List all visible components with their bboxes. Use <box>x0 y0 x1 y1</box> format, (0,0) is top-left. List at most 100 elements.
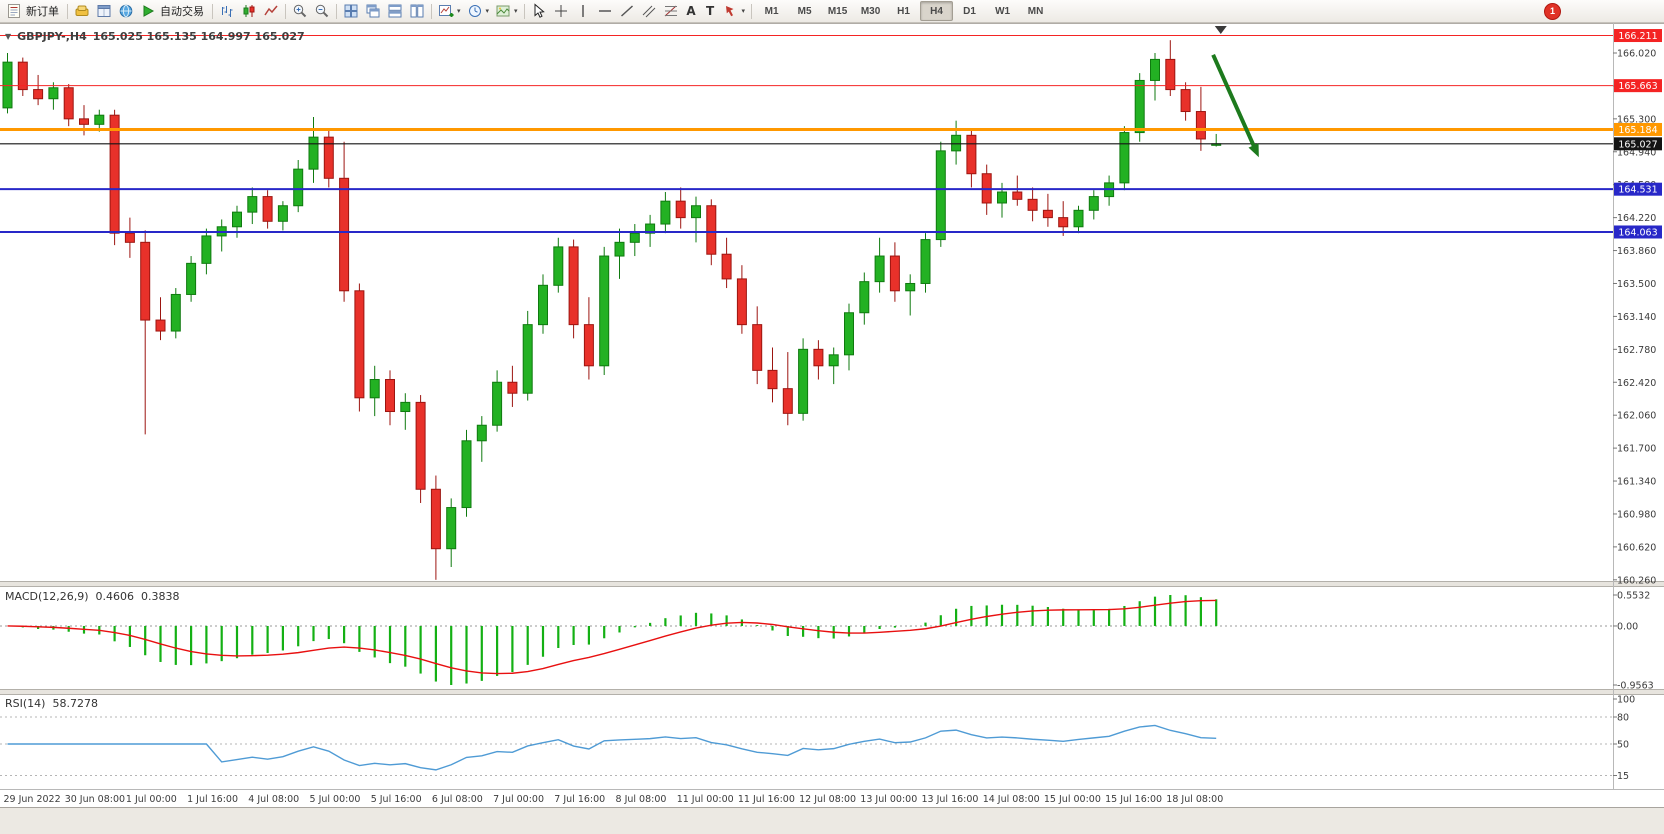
cascade-windows-icon <box>366 4 380 18</box>
line-chart-button[interactable] <box>260 0 282 22</box>
timeframe-m1[interactable]: M1 <box>764 5 779 17</box>
arrow-shape-icon <box>725 6 734 17</box>
svg-text:80: 80 <box>1617 713 1629 724</box>
svg-text:162.060: 162.060 <box>1617 411 1656 422</box>
svg-text:18 Jul 08:00: 18 Jul 08:00 <box>1166 794 1223 805</box>
svg-text:161.340: 161.340 <box>1617 477 1656 488</box>
tile-windows-icon <box>344 4 358 18</box>
svg-text:164.063: 164.063 <box>1618 227 1657 238</box>
crosshair-tool-button[interactable] <box>550 0 572 22</box>
fibonacci-tool-button[interactable] <box>660 0 682 22</box>
zoom-out-icon <box>315 4 329 18</box>
trendline-icon <box>620 5 633 17</box>
svg-text:163.860: 163.860 <box>1617 246 1656 257</box>
svg-text:165.184: 165.184 <box>1618 125 1657 136</box>
autotrading-button[interactable]: 自动交易 <box>137 0 209 22</box>
cascade-windows-button[interactable] <box>362 0 384 22</box>
new-chart-button[interactable]: ▾ <box>435 0 464 22</box>
timeframe-mn[interactable]: MN <box>1027 5 1044 17</box>
autotrading-label: 自动交易 <box>160 6 204 18</box>
price-chart-canvas[interactable]: 166.020165.660165.300164.940164.580164.2… <box>0 23 1664 834</box>
toolbar-separator <box>431 3 432 19</box>
new-order-button[interactable]: 新订单 <box>3 0 64 22</box>
tile-horizontal-button[interactable] <box>384 0 406 22</box>
fibonacci-icon <box>664 5 677 17</box>
svg-text:166.020: 166.020 <box>1617 49 1656 60</box>
notification-badge[interactable]: 1 <box>1544 2 1561 20</box>
tile-vertical-button[interactable] <box>406 0 428 22</box>
bar-chart-icon <box>222 6 233 17</box>
svg-text:100: 100 <box>1617 695 1635 706</box>
svg-text:15 Jul 16:00: 15 Jul 16:00 <box>1105 794 1162 805</box>
channel-tool-button[interactable] <box>638 0 660 22</box>
svg-text:7 Jul 16:00: 7 Jul 16:00 <box>554 794 605 805</box>
channel-icon <box>642 5 655 18</box>
svg-text:162.780: 162.780 <box>1617 345 1656 356</box>
new-chart-icon <box>439 5 454 17</box>
candlestick-chart-icon <box>243 5 255 17</box>
chevron-down-icon: ▾ <box>485 8 490 15</box>
svg-text:15 Jul 00:00: 15 Jul 00:00 <box>1044 794 1101 805</box>
label-tool-icon: T <box>705 4 715 18</box>
label-tool-button[interactable]: T <box>701 0 720 22</box>
candlestick-chart-button[interactable] <box>238 0 260 22</box>
svg-text:160.980: 160.980 <box>1617 509 1656 520</box>
market-watch-button[interactable] <box>71 0 93 22</box>
collapse-icon[interactable]: ▼ <box>5 32 12 41</box>
tile-windows-button[interactable] <box>340 0 362 22</box>
templates-button[interactable]: ▾ <box>492 0 521 22</box>
toolbar-separator <box>285 3 286 19</box>
svg-text:14 Jul 08:00: 14 Jul 08:00 <box>983 794 1040 805</box>
svg-text:160.260: 160.260 <box>1617 575 1656 586</box>
svg-text:0.5532: 0.5532 <box>1617 591 1650 602</box>
chevron-down-icon: ▾ <box>457 8 461 15</box>
timeframe-m5[interactable]: M5 <box>797 5 812 17</box>
timeframe-w1[interactable]: W1 <box>995 5 1011 17</box>
zoom-in-button[interactable] <box>289 0 311 22</box>
navigator-icon <box>119 4 133 18</box>
svg-text:13 Jul 00:00: 13 Jul 00:00 <box>860 794 917 805</box>
horizontal-line-icon <box>598 10 611 12</box>
cursor-icon <box>534 3 545 18</box>
svg-text:162.420: 162.420 <box>1617 378 1656 389</box>
zoom-out-button[interactable] <box>311 0 333 22</box>
timeframe-m30[interactable]: M30 <box>860 5 881 17</box>
svg-text:30 Jun 08:00: 30 Jun 08:00 <box>65 794 125 805</box>
text-tool-button[interactable]: A <box>682 0 701 22</box>
data-window-button[interactable] <box>93 0 115 22</box>
timeframe-d1[interactable]: D1 <box>963 5 976 17</box>
svg-text:164.220: 164.220 <box>1617 213 1656 224</box>
svg-text:11 Jul 00:00: 11 Jul 00:00 <box>677 794 734 805</box>
timeframe-h1[interactable]: H1 <box>897 5 910 17</box>
new-order-icon <box>8 4 20 18</box>
toolbar-separator <box>751 3 753 19</box>
svg-text:166.211: 166.211 <box>1618 31 1657 42</box>
bar-chart-button[interactable] <box>216 0 238 22</box>
autotrading-play-icon <box>143 5 155 17</box>
timeframe-m15[interactable]: M15 <box>827 5 848 17</box>
line-chart-icon <box>264 5 278 16</box>
template-icon <box>496 5 510 17</box>
vertical-line-tool-button[interactable] <box>572 0 594 22</box>
svg-text:164.940: 164.940 <box>1617 147 1656 158</box>
periods-button[interactable]: ▾ <box>464 0 493 22</box>
svg-text:4 Jul 08:00: 4 Jul 08:00 <box>248 794 299 805</box>
main-toolbar: 新订单 自动交易 ▾ <box>0 0 1664 23</box>
timeframe-h4[interactable]: H4 <box>920 1 954 21</box>
svg-text:165.027: 165.027 <box>1618 139 1657 150</box>
clock-icon <box>468 5 481 17</box>
tile-vertical-icon <box>410 4 424 18</box>
toolbar-separator <box>336 3 337 19</box>
trendline-tool-button[interactable] <box>616 0 638 22</box>
arrows-tool-button[interactable]: ▾ <box>720 0 749 22</box>
svg-text:8 Jul 08:00: 8 Jul 08:00 <box>616 794 667 805</box>
svg-text:163.140: 163.140 <box>1617 312 1656 323</box>
horizontal-line-tool-button[interactable] <box>594 0 616 22</box>
svg-text:5 Jul 00:00: 5 Jul 00:00 <box>310 794 361 805</box>
new-order-label: 新订单 <box>26 6 59 18</box>
crosshair-icon <box>554 5 567 17</box>
svg-text:1 Jul 00:00: 1 Jul 00:00 <box>126 794 177 805</box>
cursor-tool-button[interactable] <box>528 0 550 22</box>
navigator-button[interactable] <box>115 0 137 22</box>
svg-text:29 Jun 2022: 29 Jun 2022 <box>4 794 61 805</box>
